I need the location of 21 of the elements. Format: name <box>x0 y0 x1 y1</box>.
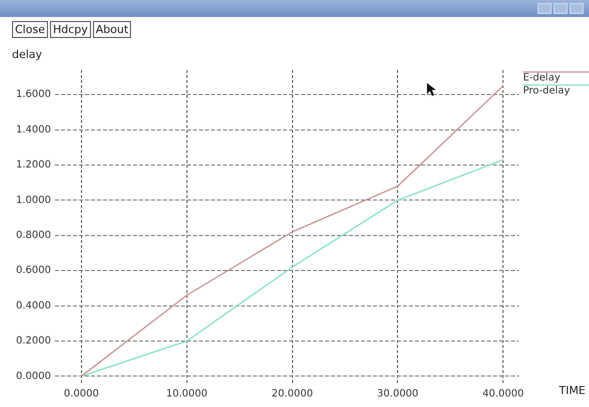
x-tick-label: 0.0000 <box>64 388 99 400</box>
text: Close <box>12 21 48 38</box>
x-tick-label: 30.0000 <box>377 388 418 400</box>
y-tick-label: 1.0000 <box>16 194 51 206</box>
text: Pro-delay <box>523 86 570 97</box>
y-tick-label: 1.2000 <box>16 160 51 171</box>
y-tick-label: 0.4000 <box>16 300 51 312</box>
x-tick-label: 10.0000 <box>166 388 208 400</box>
text: Hdcpy <box>50 21 91 38</box>
y-tick-label: 0.8000 <box>16 230 51 242</box>
y-tick-label: 0.2000 <box>16 336 51 347</box>
y-tick-label: 1.6000 <box>16 89 51 100</box>
y-tick-label: 1.4000 <box>16 124 51 136</box>
x-tick-label: 20.0000 <box>272 388 313 400</box>
series-label: E-delay <box>523 72 560 84</box>
text: About <box>92 21 132 38</box>
x-tick-label: 40.0000 <box>482 388 524 400</box>
y-tick-label: 0.0000 <box>16 370 51 382</box>
x-axis-title: TIME <box>558 384 586 397</box>
y-axis-title: delay <box>12 48 43 61</box>
y-tick-label: 0.6000 <box>16 265 51 276</box>
